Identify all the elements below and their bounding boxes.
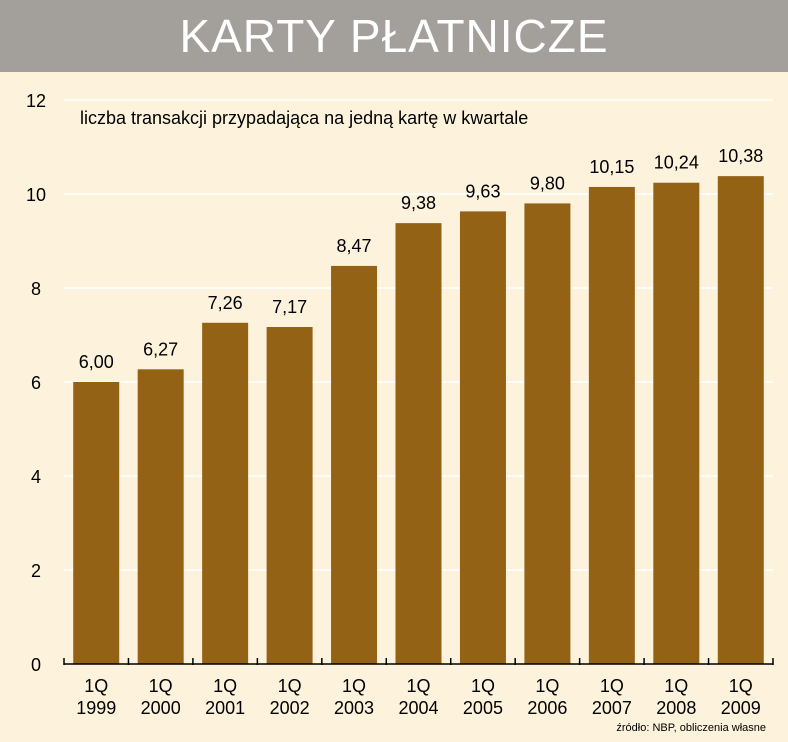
data-label: 10,38 [718,146,763,166]
y-tick-label: 6 [31,373,41,393]
bar [524,203,571,664]
bar [717,176,764,664]
data-label: 9,38 [401,193,436,213]
value-labels: 6,00 6,27 7,26 7,17 8,47 9,38 9,63 9,80 10,15 10,… [79,146,764,372]
bar [73,382,120,664]
y-tick-label: 10 [26,185,46,205]
data-label: 9,63 [465,181,500,201]
y-tick-label: 0 [31,655,41,675]
y-tick-label: 4 [31,467,41,487]
data-label: 8,47 [337,236,372,256]
x-tick-label: 2008 [656,698,696,718]
data-label: 9,80 [530,173,565,193]
bar-chart: liczba transakcji przypadająca na jedną … [26,91,774,718]
data-label: 10,15 [589,157,634,177]
data-label: 6,00 [79,352,114,372]
x-tick-label: 1Q [406,676,430,696]
x-tick-label: 1Q [471,676,495,696]
x-tick-label: 2001 [205,698,245,718]
y-tick-label: 12 [26,91,46,111]
bar [653,182,700,664]
data-label: 6,27 [143,339,178,359]
data-label: 7,17 [272,297,307,317]
bar [202,322,249,664]
x-tick-label: 1Q [342,676,366,696]
x-tick-label: 1Q [600,676,624,696]
x-tick-label: 2003 [334,698,374,718]
x-axis: 1Q19991Q20001Q20011Q20021Q20031Q20041Q20… [63,658,774,718]
x-tick-label: 2009 [721,698,761,718]
x-tick-label: 1999 [76,698,116,718]
y-tick-label: 8 [31,279,41,299]
bar [459,211,506,664]
bar [588,186,635,664]
data-label: 10,24 [654,153,699,173]
page-title: KARTY PŁATNICZE [179,10,609,62]
data-label: 7,26 [208,293,243,313]
y-axis: 0 2 4 6 8 10 12 [26,91,46,675]
x-tick-label: 2002 [270,698,310,718]
bar [266,327,313,664]
x-tick-label: 1Q [535,676,559,696]
x-tick-label: 2007 [592,698,632,718]
x-tick-label: 2000 [141,698,181,718]
source-note: źródło: NBP, obliczenia własne [616,722,766,734]
x-tick-label: 1Q [84,676,108,696]
bar [137,369,184,664]
x-tick-label: 1Q [149,676,173,696]
x-tick-label: 2004 [398,698,438,718]
bar [331,265,378,664]
x-tick-label: 1Q [278,676,302,696]
x-tick-label: 1Q [664,676,688,696]
x-tick-label: 1Q [729,676,753,696]
y-tick-label: 2 [31,561,41,581]
x-tick-label: 2006 [527,698,567,718]
bars [73,176,764,664]
chart-area: liczba transakcji przypadająca na jedną … [0,72,788,742]
x-tick-label: 2005 [463,698,503,718]
chart-title: liczba transakcji przypadająca na jedną … [80,108,528,128]
bar [395,223,442,664]
x-tick-label: 1Q [213,676,237,696]
header-banner: KARTY PŁATNICZE [0,0,788,72]
